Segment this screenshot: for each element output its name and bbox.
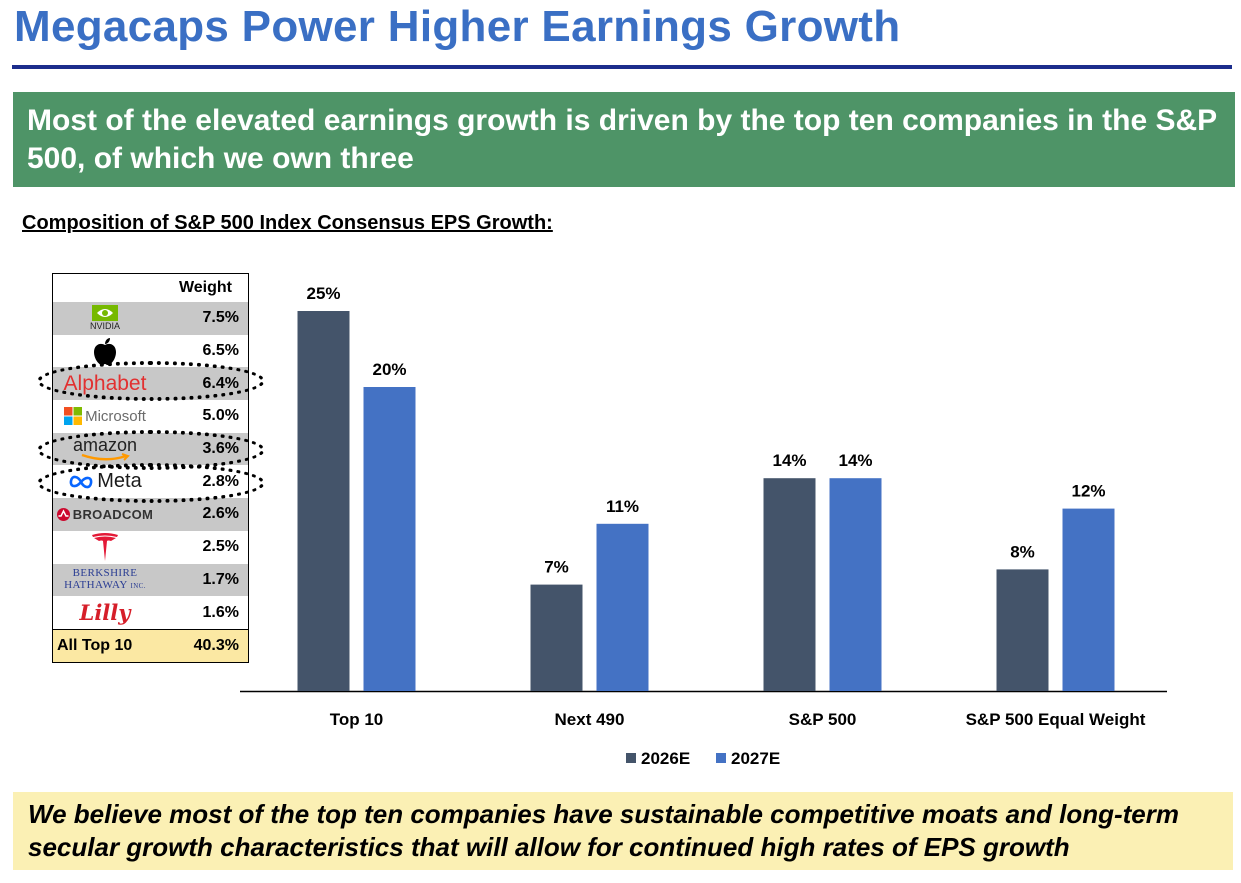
total-weight-value: 40.3% <box>193 636 239 654</box>
page-title: Megacaps Power Higher Earnings Growth <box>14 2 901 51</box>
weight-value: 1.7% <box>202 570 239 588</box>
weight-column-header: Weight <box>178 279 232 296</box>
broadcom-logo: BROADCOM <box>53 498 157 531</box>
table-row: amazon 3.6% <box>53 432 248 466</box>
bar-s-p-500-2026e <box>763 478 816 691</box>
microsoft-logo: Microsoft <box>53 400 157 433</box>
amazon-smile-icon <box>81 452 130 461</box>
meta-logo: Meta <box>53 465 157 498</box>
bar-top-10-2026e <box>297 311 350 691</box>
data-label: 14% <box>838 451 872 470</box>
table-row: Microsoft 5.0% <box>53 400 248 433</box>
lilly-logo: Lilly <box>53 596 157 629</box>
bar-s-p-500-equal-weight-2027e <box>1062 508 1115 691</box>
weight-value: 6.4% <box>202 374 239 392</box>
legend-label-2026e: 2026E <box>641 749 690 768</box>
tesla-t-icon <box>92 533 118 562</box>
berkshire-hathaway-logo: BERKSHIRE HATHAWAY INC. <box>64 567 146 592</box>
weight-value: 2.6% <box>202 505 239 523</box>
data-label: 20% <box>372 360 406 379</box>
key-message-banner: Most of the elevated earnings growth is … <box>13 92 1235 187</box>
table-total-row: All Top 10 40.3% <box>53 628 248 662</box>
weight-value: 6.5% <box>202 342 239 360</box>
top-ten-weight-table: Weight NVIDIA 7.5% 6.5% Alphabet <box>52 273 249 663</box>
bar-next-490-2027e <box>596 523 649 691</box>
nvidia-wordmark: NVIDIA <box>89 321 120 332</box>
table-row: Alphabet 6.4% <box>53 367 248 401</box>
data-label: 25% <box>306 284 340 303</box>
weight-value: 2.5% <box>202 538 239 556</box>
data-label: 7% <box>544 558 569 577</box>
data-label: 11% <box>606 497 639 516</box>
apple-logo <box>53 335 157 368</box>
x-tick-label: S&P 500 Equal Weight <box>966 710 1146 729</box>
weight-value: 1.6% <box>202 603 239 621</box>
table-row: Lilly 1.6% <box>53 596 248 629</box>
microsoft-wordmark: Microsoft <box>85 407 146 425</box>
table-row: 2.5% <box>53 531 248 564</box>
table-row: Meta 2.8% <box>53 465 248 498</box>
legend-swatch-2026e <box>626 753 636 763</box>
meta-wordmark: Meta <box>97 470 142 493</box>
weight-table-header: Weight <box>53 274 248 302</box>
x-tick-label: Next 490 <box>555 710 625 729</box>
table-row: NVIDIA 7.5% <box>53 302 248 335</box>
alphabet-wordmark: Alphabet <box>63 371 147 395</box>
chart-subtitle: Composition of S&P 500 Index Consensus E… <box>22 212 553 234</box>
table-row: BERKSHIRE HATHAWAY INC. 1.7% <box>53 563 248 597</box>
amazon-logo: amazon <box>53 433 157 466</box>
total-label: All Top 10 <box>57 636 133 654</box>
bar-next-490-2026e <box>530 584 583 691</box>
table-row: 6.5% <box>53 335 248 368</box>
nvidia-eye-icon <box>91 305 118 322</box>
nvidia-logo: NVIDIA <box>53 302 157 335</box>
legend-label-2027e: 2027E <box>731 749 780 768</box>
conclusion-note: We believe most of the top ten companies… <box>13 792 1233 870</box>
legend-swatch-2027e <box>716 753 726 763</box>
title-divider <box>12 65 1232 69</box>
x-tick-label: Top 10 <box>330 710 384 729</box>
x-tick-label: S&P 500 <box>789 710 857 729</box>
broadcom-wordmark: BROADCOM <box>72 506 154 522</box>
apple-icon <box>94 337 116 365</box>
broadcom-pulse-icon <box>56 507 70 521</box>
weight-value: 7.5% <box>202 309 239 327</box>
data-label: 8% <box>1010 542 1035 561</box>
lilly-wordmark: Lilly <box>79 600 131 626</box>
bar-top-10-2027e <box>363 387 416 691</box>
meta-infinity-icon <box>69 475 93 489</box>
amazon-wordmark: amazon <box>72 434 138 455</box>
alphabet-logo: Alphabet <box>53 367 157 400</box>
table-row: BROADCOM 2.6% <box>53 498 248 531</box>
microsoft-windows-icon <box>64 407 83 426</box>
weight-value: 2.8% <box>202 472 239 490</box>
data-label: 14% <box>772 451 806 470</box>
weight-value: 5.0% <box>202 407 239 425</box>
bar-s-p-500-2027e <box>829 478 882 691</box>
eps-growth-bar-chart: 25% 20% Top 10 7% 11% Next 490 14% 14% S&P 500 8%… <box>240 284 1167 768</box>
tesla-logo <box>53 531 157 564</box>
bar-s-p-500-equal-weight-2026e <box>996 569 1049 691</box>
weight-value: 3.6% <box>202 440 239 458</box>
data-label: 12% <box>1071 482 1105 501</box>
